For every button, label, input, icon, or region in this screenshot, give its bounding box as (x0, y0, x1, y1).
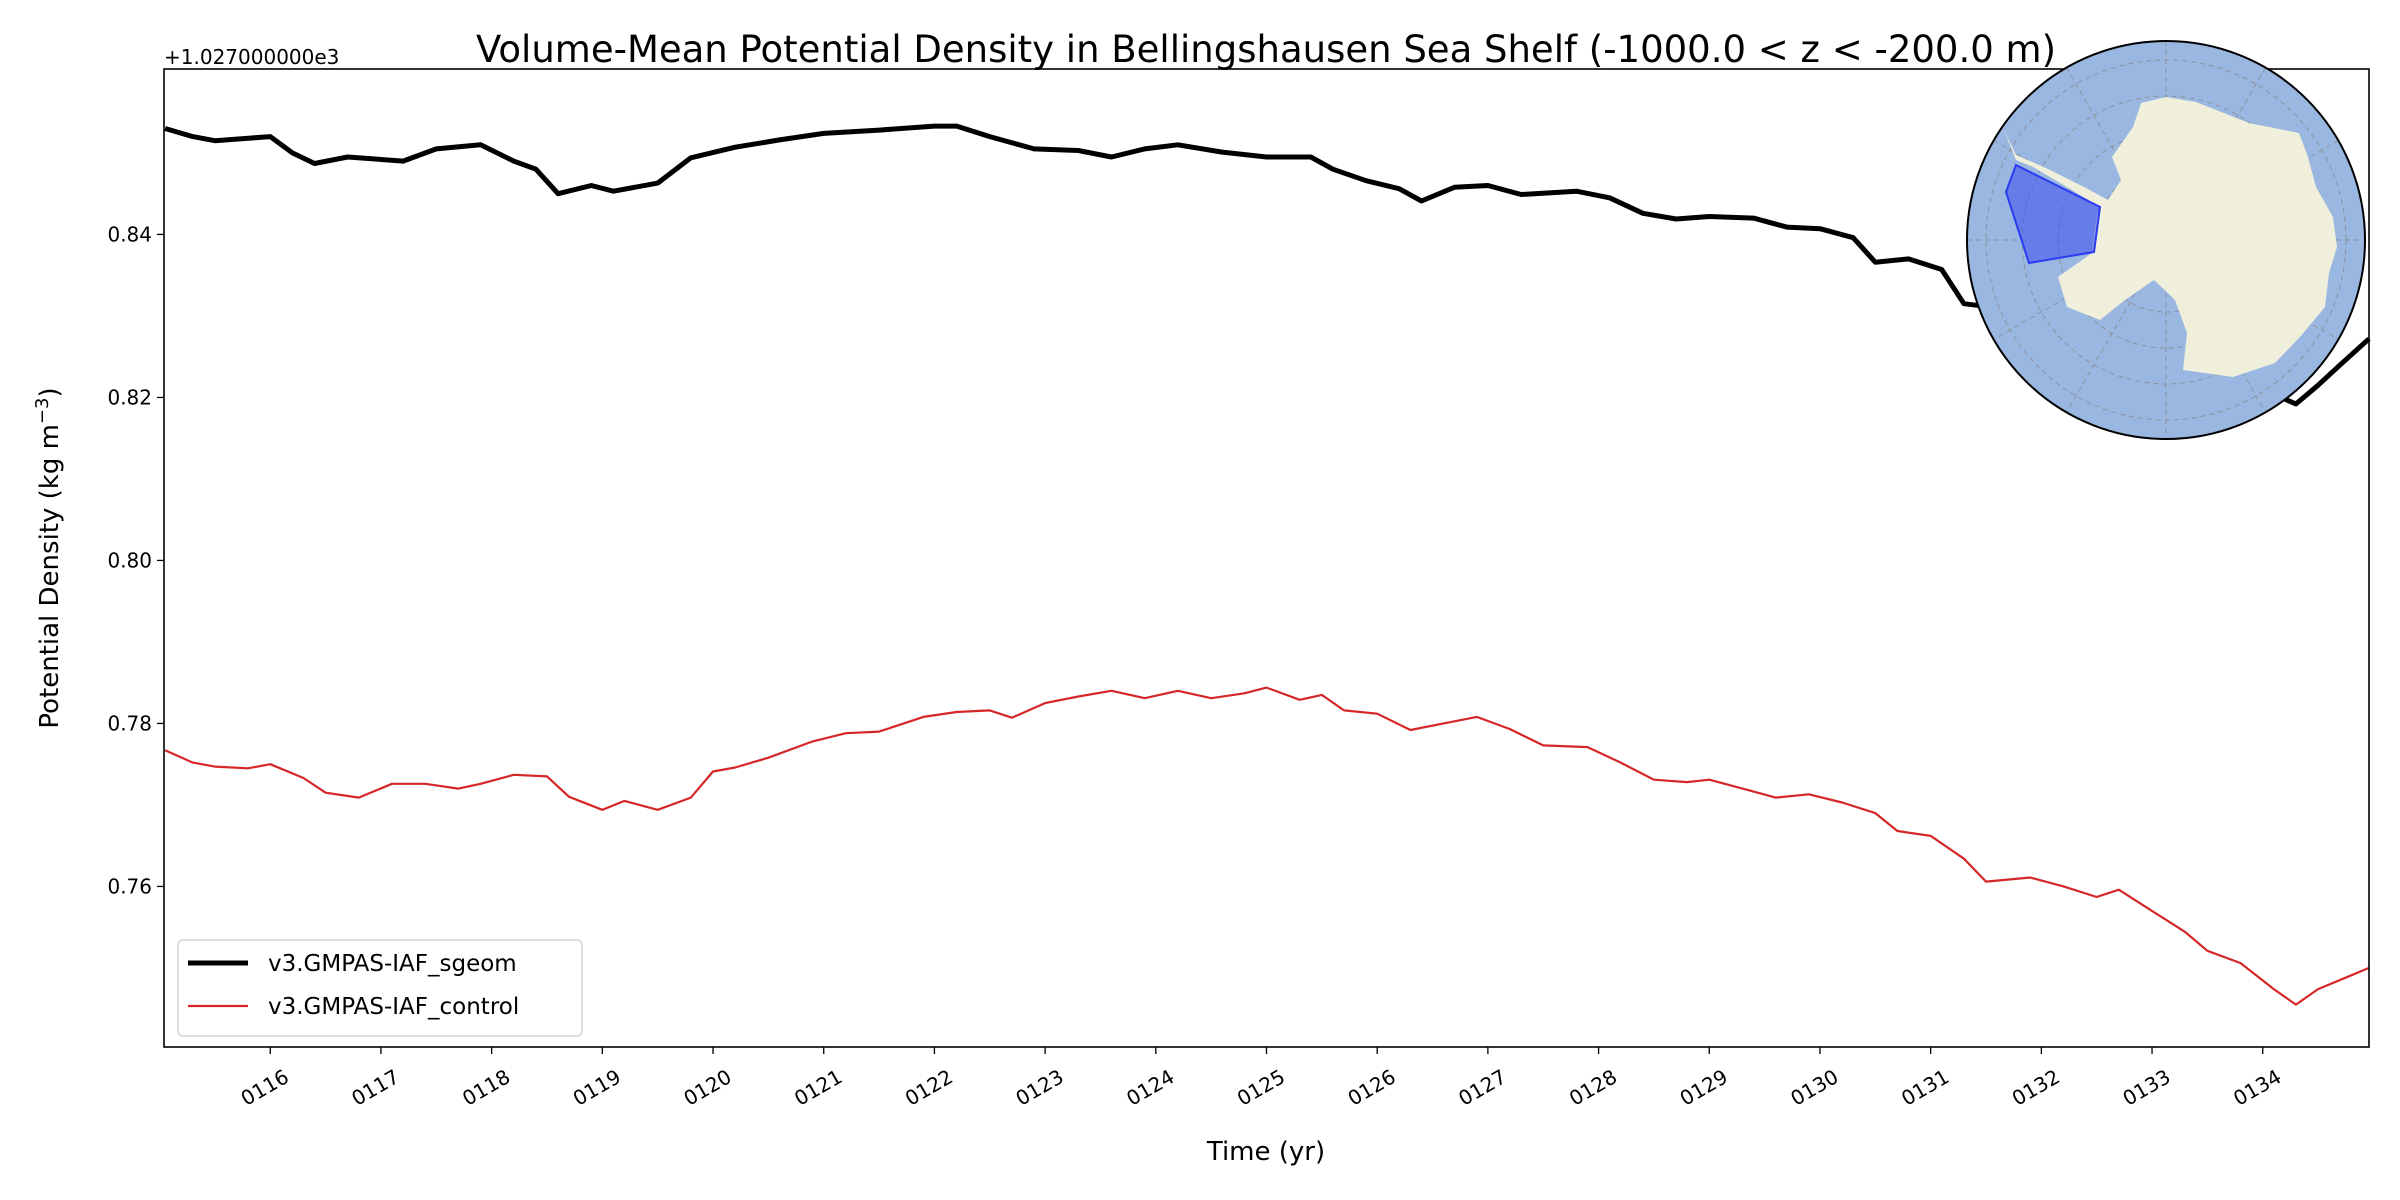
x-tick-label: 0123 (1012, 1064, 1068, 1110)
x-tick-label: 0126 (1344, 1064, 1400, 1110)
y-axis-label-close: ) (35, 387, 65, 397)
x-tick-label: 0116 (237, 1064, 293, 1110)
y-axis-label: Potential Density (kg m−3) (32, 387, 65, 728)
map-border (1966, 40, 2366, 440)
x-tick-label: 0131 (1897, 1064, 1953, 1110)
series-line-sgeom (164, 123, 2371, 407)
y-tick-label: 0.82 (107, 385, 152, 409)
inset-map (1966, 40, 2366, 440)
x-tick-label: 0134 (2229, 1064, 2285, 1110)
y-tick-label: 0.80 (107, 548, 152, 572)
x-tick-label: 0122 (901, 1064, 957, 1110)
legend: v3.GMPAS-IAF_sgeom v3.GMPAS-IAF_control (177, 939, 583, 1037)
y-axis-label-sup: −3 (32, 398, 53, 425)
y-tick-label: 0.84 (107, 222, 152, 246)
x-tick-label: 0121 (790, 1064, 846, 1110)
series-line-control (164, 686, 2370, 1006)
y-tick-label: 0.76 (107, 874, 152, 898)
x-tick-label: 0118 (458, 1064, 514, 1110)
x-tick-label: 0129 (1676, 1064, 1732, 1110)
legend-box (177, 939, 583, 1037)
x-tick-label: 0132 (2008, 1064, 2064, 1110)
chart-title: Volume-Mean Potential Density in Belling… (476, 28, 2056, 71)
antarctica-land (2004, 97, 2337, 377)
x-tick-label: 0133 (2118, 1064, 2174, 1110)
x-tick-label: 0127 (1454, 1064, 1510, 1110)
bellingshausen-region (2004, 163, 2102, 265)
offset-text: +1.027000000e3 (164, 45, 339, 69)
x-tick-label: 0120 (679, 1064, 735, 1110)
x-axis-label: Time (yr) (1206, 1137, 1325, 1167)
y-tick-label: 0.78 (107, 711, 152, 735)
series-layer (164, 123, 2371, 1006)
x-tick-label: 0128 (1565, 1064, 1621, 1110)
legend-label-control: v3.GMPAS-IAF_control (268, 994, 519, 1020)
legend-label-sgeom: v3.GMPAS-IAF_sgeom (268, 951, 517, 977)
x-tick-label: 0119 (569, 1064, 625, 1110)
x-tick-label: 0117 (347, 1064, 403, 1110)
x-tick-label: 0130 (1786, 1064, 1842, 1110)
x-tick-label: 0124 (1122, 1064, 1178, 1110)
y-axis-label-main: Potential Density (kg m (35, 424, 65, 729)
x-tick-label: 0125 (1233, 1064, 1289, 1110)
